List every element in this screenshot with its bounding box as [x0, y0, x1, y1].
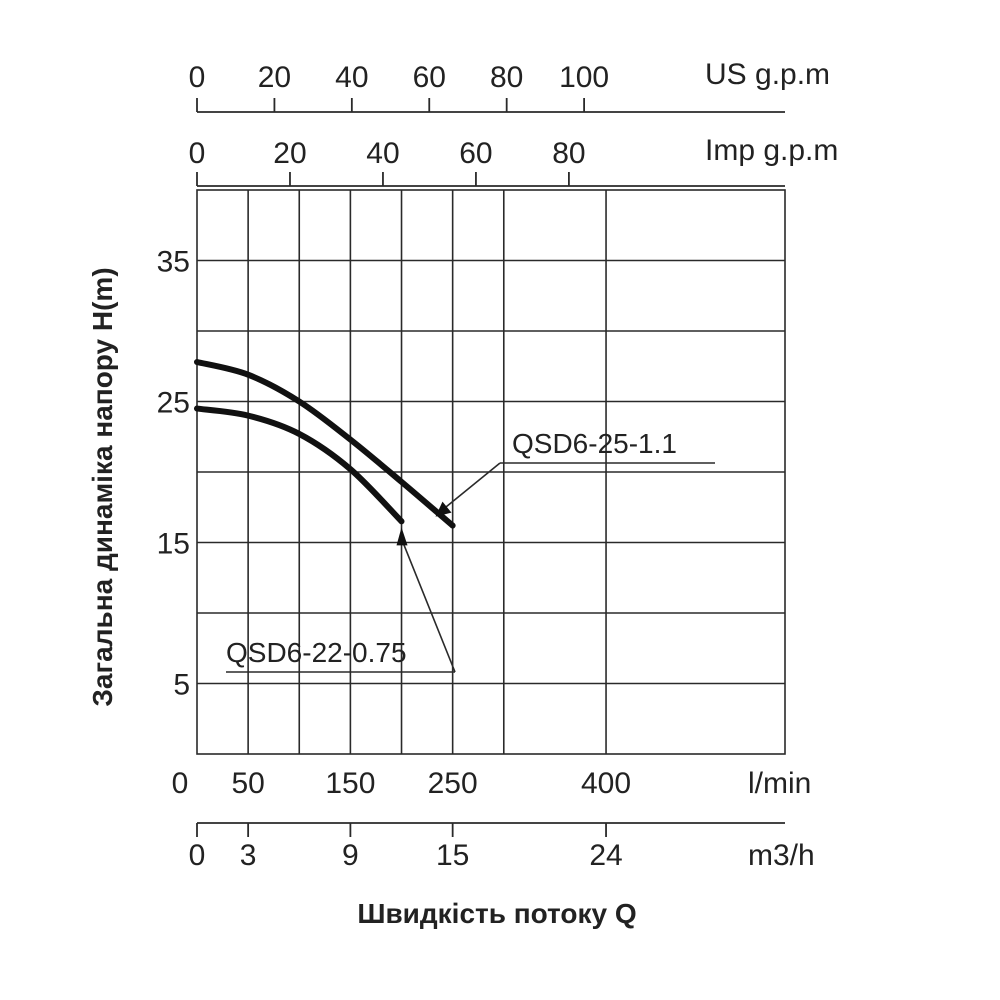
y-tick-label: 25 — [157, 387, 190, 420]
l-min-tick-label: 50 — [231, 767, 264, 800]
plot-grid — [196, 189, 786, 755]
l-min-tick-label: 150 — [325, 767, 375, 800]
series-line-0 — [194, 359, 456, 529]
y-tick-label: 35 — [157, 246, 190, 279]
callout-layer: QSD6-25-1.1 QSD6-22-0.75 — [226, 428, 715, 673]
m3h-tick-label: 9 — [342, 839, 359, 872]
us_gpm-tick-label: 100 — [559, 61, 609, 94]
l-min-tick-label: 250 — [428, 767, 478, 800]
l-min-unit-label: l/min — [748, 767, 811, 800]
curve-layer — [194, 359, 456, 529]
y-axis-title: Загальна динаміка напору H(m) — [87, 267, 118, 706]
m3h-tick-label: 15 — [436, 839, 469, 872]
imp_gpm-tick-label: 40 — [366, 137, 399, 170]
imp_gpm-tick-label: 60 — [459, 137, 492, 170]
x-axis-title: Швидкість потоку Q — [357, 898, 636, 929]
callout-arrow-1 — [396, 527, 408, 546]
imp_gpm-tick-label: 0 — [189, 137, 206, 170]
callout-label-1: QSD6-22-0.75 — [226, 637, 407, 668]
callout-leader-1 — [401, 541, 456, 673]
imp_gpm-tick-label: 20 — [273, 137, 306, 170]
y-tick-label: 15 — [157, 528, 190, 561]
us_gpm-tick-label: 80 — [490, 61, 523, 94]
callout-leader-0 — [440, 462, 501, 512]
us_gpm-tick-label: 40 — [335, 61, 368, 94]
m3h-unit-label: m3/h — [748, 839, 815, 872]
m3h-tick-label: 0 — [189, 839, 206, 872]
m3h-tick-label: 24 — [589, 839, 622, 872]
us_gpm-tick-label: 0 — [189, 61, 206, 94]
us_gpm-tick-label: 60 — [413, 61, 446, 94]
imp_gpm-tick-label: 80 — [552, 137, 585, 170]
imp_gpm-unit-label: Imp g.p.m — [705, 134, 838, 167]
us_gpm-unit-label: US g.p.m — [705, 58, 830, 91]
callout-label-0: QSD6-25-1.1 — [512, 428, 677, 459]
series-line-1 — [194, 405, 405, 525]
m3h-tick-label: 3 — [240, 839, 257, 872]
y-tick-label: 5 — [173, 669, 190, 702]
callout-arrow-0 — [435, 501, 452, 517]
l-min-tick-label: 0 — [172, 767, 189, 800]
l-min-tick-label: 400 — [581, 767, 631, 800]
us_gpm-tick-label: 20 — [258, 61, 291, 94]
